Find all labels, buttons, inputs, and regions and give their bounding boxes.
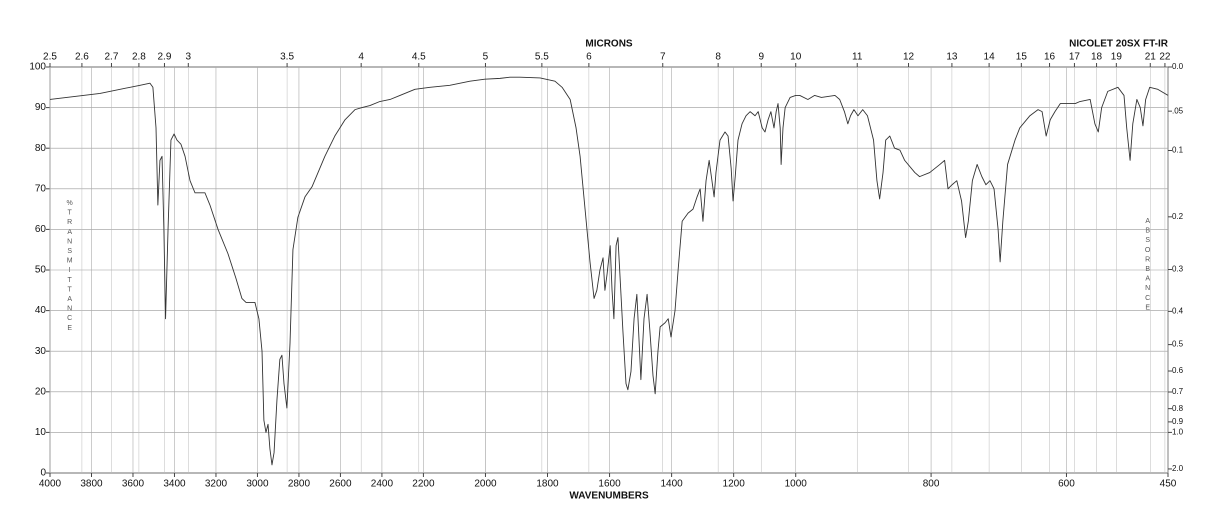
x-tick-label: 3600: [122, 479, 145, 490]
x-tick-label: 1600: [598, 479, 621, 490]
y-tick-label: 50: [35, 265, 47, 276]
y-tick-label: 0: [40, 468, 46, 479]
y-tick-label: 90: [35, 102, 47, 113]
x2-tick-label: 9: [758, 52, 764, 63]
x2-tick-label: 4: [358, 52, 364, 63]
x-tick-label: 1200: [723, 479, 746, 490]
x2-tick-label: 4.5: [412, 52, 426, 63]
x2-tick-label: 2.8: [132, 52, 146, 63]
x-tick-label: 1800: [536, 479, 559, 490]
y2-tick-label: 0.4: [1172, 306, 1184, 315]
y2-tick-label: 0.0: [1172, 62, 1184, 71]
x-axis-title: WAVENUMBERS: [569, 491, 649, 502]
y2-tick-label: 0.8: [1172, 404, 1184, 413]
x2-tick-label: 2.9: [158, 52, 172, 63]
x2-tick-label: 13: [946, 52, 958, 63]
x-tick-label: 3000: [246, 479, 269, 490]
x2-tick-label: 8: [715, 52, 721, 63]
y-tick-label: 70: [35, 183, 47, 194]
y2-tick-label: 1.0: [1172, 428, 1184, 437]
y2-axis-title: ABSORBANCE: [1144, 218, 1151, 314]
x-tick-label: 4000: [39, 479, 62, 490]
y-axis-title: %TRANSMITTANCE: [66, 200, 73, 334]
x2-tick-label: 11: [852, 52, 863, 63]
x2-tick-label: 6: [586, 52, 592, 63]
x2-tick-label: 22: [1159, 52, 1171, 63]
x2-tick-label: 17: [1069, 52, 1081, 63]
y2-tick-label: 0.2: [1172, 212, 1184, 221]
spectrum-line: [49, 76, 1169, 466]
x2-tick-label: 10: [790, 52, 802, 63]
x2-tick-label: 3: [186, 52, 192, 63]
x-tick-label: 3200: [205, 479, 228, 490]
x-tick-label: 2200: [412, 479, 435, 490]
x2-tick-label: 21: [1145, 52, 1157, 63]
x2-tick-label: 7: [660, 52, 666, 63]
y2-tick-label: .05: [1172, 106, 1184, 115]
y-tick-label: 10: [35, 427, 47, 438]
x2-tick-label: 19: [1111, 52, 1123, 63]
y-tick-label: 80: [35, 143, 47, 154]
x-tick-label: 1000: [785, 479, 808, 490]
x2-tick-label: 3.5: [280, 52, 294, 63]
y-tick-label: 30: [35, 346, 47, 357]
x2-tick-label: 2.7: [105, 52, 119, 63]
y2-tick-label: 0.9: [1172, 417, 1184, 426]
y2-tick-label: 0.1: [1172, 146, 1184, 155]
x2-tick-label: 5.5: [535, 52, 549, 63]
x-tick-label: 1400: [660, 479, 683, 490]
x-tick-label: 2800: [288, 479, 311, 490]
y-tick-label: 100: [29, 62, 46, 73]
x2-tick-label: 2.5: [43, 52, 57, 63]
x-tick-label: 800: [923, 479, 940, 490]
x-tick-label: 3400: [163, 479, 186, 490]
x2-axis-title: MICRONS: [585, 39, 633, 50]
x2-tick-label: 12: [903, 52, 915, 63]
x-tick-label: 450: [1160, 479, 1177, 490]
y-tick-label: 40: [35, 305, 47, 316]
y-tick-label: 20: [35, 386, 47, 397]
x-tick-label: 3800: [80, 479, 103, 490]
x2-tick-label: 5: [483, 52, 489, 63]
x-tick-label: 2400: [371, 479, 394, 490]
x2-tick-label: 14: [984, 52, 996, 63]
y2-tick-label: 0.5: [1172, 340, 1184, 349]
y2-tick-label: 2.0: [1172, 464, 1184, 473]
x2-tick-label: 2.6: [75, 52, 89, 63]
y2-tick-label: 0.3: [1172, 265, 1184, 274]
y2-tick-label: 0.7: [1172, 387, 1184, 396]
x2-tick-label: 16: [1044, 52, 1056, 63]
x-tick-label: 2600: [329, 479, 352, 490]
y-tick-label: 60: [35, 224, 47, 235]
x2-tick-label: 15: [1016, 52, 1028, 63]
x2-tick-label: 18: [1091, 52, 1103, 63]
x-tick-label: 2000: [474, 479, 497, 490]
x-tick-label: 600: [1058, 479, 1075, 490]
y2-tick-label: 0.6: [1172, 366, 1184, 375]
instrument-label: NICOLET 20SX FT-IR: [1069, 39, 1169, 50]
